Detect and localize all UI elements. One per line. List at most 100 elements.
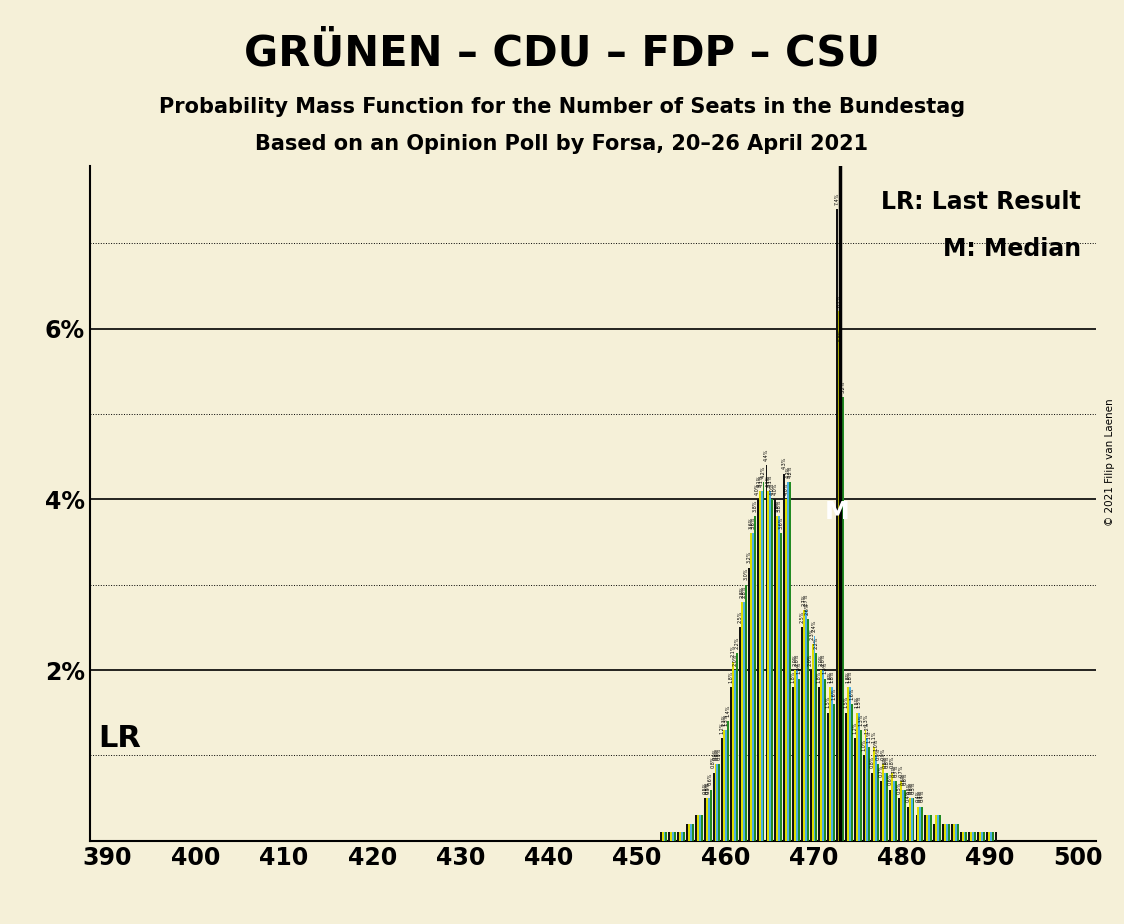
Text: 0.7%: 0.7% <box>891 764 897 777</box>
Text: Based on an Opinion Poll by Forsa, 20–26 April 2021: Based on an Opinion Poll by Forsa, 20–26… <box>255 134 869 154</box>
Bar <box>713 772 715 841</box>
Text: 2.0%: 2.0% <box>821 653 826 666</box>
Bar <box>692 824 694 841</box>
Bar <box>815 653 817 841</box>
Bar <box>864 730 867 841</box>
Bar <box>876 756 877 841</box>
Bar <box>988 833 990 841</box>
Text: 2.0%: 2.0% <box>733 653 737 666</box>
Bar <box>700 815 702 841</box>
Text: 4.2%: 4.2% <box>786 466 790 478</box>
Text: 1.6%: 1.6% <box>850 687 854 700</box>
Bar <box>953 824 954 841</box>
Bar <box>741 602 743 841</box>
Bar <box>831 687 833 841</box>
Bar <box>690 824 692 841</box>
Bar <box>877 764 879 841</box>
Text: 1.0%: 1.0% <box>873 739 879 751</box>
Bar <box>823 670 824 841</box>
Bar <box>759 491 761 841</box>
Bar <box>977 833 979 841</box>
Text: 5.2%: 5.2% <box>841 380 845 393</box>
Bar <box>743 602 745 841</box>
Text: 1.8%: 1.8% <box>790 671 796 683</box>
Bar <box>708 798 709 841</box>
Text: 7.4%: 7.4% <box>835 192 840 205</box>
Bar <box>734 670 736 841</box>
Bar <box>892 781 895 841</box>
Bar <box>660 833 662 841</box>
Bar <box>842 396 844 841</box>
Text: LR: LR <box>99 723 142 753</box>
Text: 4.2%: 4.2% <box>761 466 765 478</box>
Text: 0.5%: 0.5% <box>706 782 711 794</box>
Text: 2.2%: 2.2% <box>734 637 740 649</box>
Bar <box>706 798 708 841</box>
Text: 1.5%: 1.5% <box>854 696 859 709</box>
Bar <box>981 833 984 841</box>
Text: 1.8%: 1.8% <box>827 671 833 683</box>
Bar <box>942 824 944 841</box>
Text: 4.0%: 4.0% <box>773 482 778 495</box>
Text: 0.5%: 0.5% <box>704 782 709 794</box>
Bar <box>900 781 901 841</box>
Text: 1.1%: 1.1% <box>867 730 872 743</box>
Bar <box>732 662 734 841</box>
Text: 0.5%: 0.5% <box>896 782 901 794</box>
Bar <box>951 824 953 841</box>
Text: 2.0%: 2.0% <box>795 653 799 666</box>
Text: 2.5%: 2.5% <box>799 611 805 623</box>
Bar <box>867 738 869 841</box>
Text: 0.9%: 0.9% <box>715 748 720 760</box>
Bar <box>840 346 842 841</box>
Bar <box>836 209 839 841</box>
Bar <box>724 730 725 841</box>
Bar <box>731 687 732 841</box>
Bar <box>798 678 800 841</box>
Bar <box>778 517 780 841</box>
Text: 2.8%: 2.8% <box>740 585 744 598</box>
Text: 3.6%: 3.6% <box>749 517 753 529</box>
Bar <box>926 815 928 841</box>
Text: 1.3%: 1.3% <box>722 713 727 725</box>
Bar <box>745 585 746 841</box>
Bar <box>880 781 882 841</box>
Bar <box>886 772 888 841</box>
Bar <box>937 815 939 841</box>
Bar <box>984 833 985 841</box>
Bar <box>972 833 975 841</box>
Text: 0.9%: 0.9% <box>717 748 722 760</box>
Bar <box>891 772 892 841</box>
Bar <box>946 824 948 841</box>
Bar <box>962 833 963 841</box>
Text: Probability Mass Function for the Number of Seats in the Bundestag: Probability Mass Function for the Number… <box>158 97 966 117</box>
Bar <box>910 798 913 841</box>
Bar <box>849 687 851 841</box>
Text: 2.3%: 2.3% <box>810 627 815 640</box>
Bar <box>674 833 677 841</box>
Bar <box>821 670 823 841</box>
Text: 4.1%: 4.1% <box>765 474 771 487</box>
Text: 2.7%: 2.7% <box>804 593 808 606</box>
Bar <box>716 764 718 841</box>
Bar <box>845 712 846 841</box>
Text: 4.2%: 4.2% <box>788 466 792 478</box>
Bar <box>756 499 759 841</box>
Text: 3.8%: 3.8% <box>777 500 781 512</box>
Bar <box>871 772 873 841</box>
Bar <box>789 482 791 841</box>
Bar <box>670 833 672 841</box>
Text: 0.4%: 0.4% <box>916 790 921 802</box>
Bar <box>990 833 992 841</box>
Bar <box>882 764 885 841</box>
Text: 0.4%: 0.4% <box>905 790 910 802</box>
Bar <box>796 670 798 841</box>
Bar <box>954 824 957 841</box>
Bar <box>814 636 815 841</box>
Text: 0.8%: 0.8% <box>885 756 889 768</box>
Text: 1.4%: 1.4% <box>726 705 731 717</box>
Text: 4.0%: 4.0% <box>755 482 760 495</box>
Text: 4.3%: 4.3% <box>781 457 787 469</box>
Text: 3.6%: 3.6% <box>779 517 783 529</box>
Bar <box>939 815 941 841</box>
